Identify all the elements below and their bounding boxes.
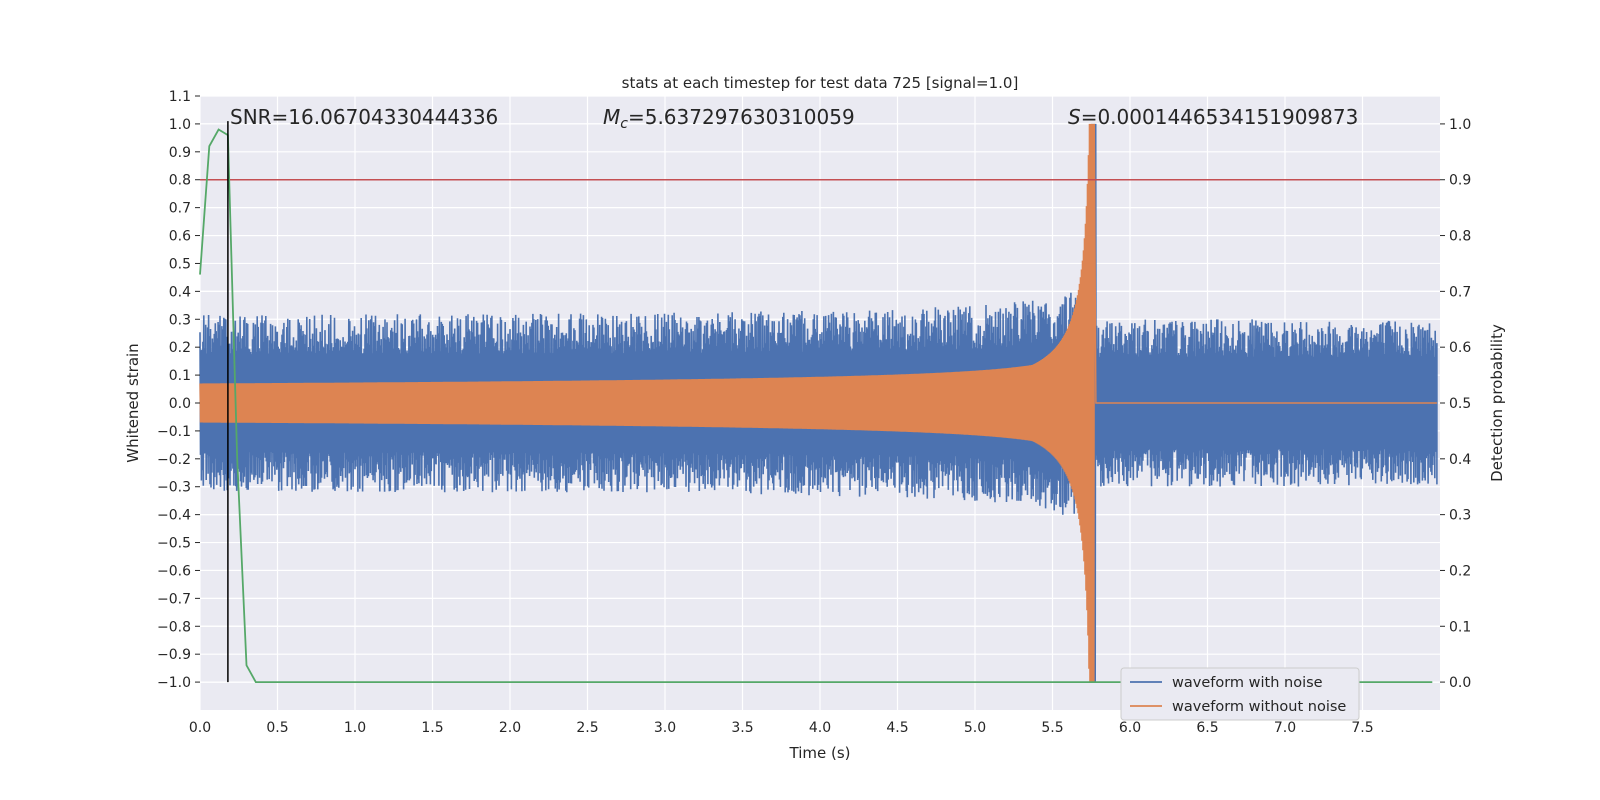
x-tick-label: 5.5	[1041, 720, 1063, 736]
y-tick-label: −0.6	[157, 563, 191, 579]
ticks-group: 0.0 0.5 1.0 1.5 2.0 2.5 3.0 3.5 4.0 4.5 5.0 5.5 6.0 6…	[157, 89, 1471, 736]
chirp-mass-value: =5.637297630310059	[628, 105, 855, 129]
series-group	[199, 121, 1440, 683]
y2-tick-label: 0.5	[1449, 396, 1471, 412]
series-waveform-without-noise	[199, 123, 1437, 683]
x-tick-label: 1.5	[421, 720, 443, 736]
s-annotation: S=0.0001446534151909873	[1068, 105, 1358, 129]
y-tick-label: 0.3	[169, 312, 191, 328]
s-value: =0.0001446534151909873	[1081, 105, 1359, 129]
y2-tick-label: 0.9	[1449, 173, 1471, 189]
y-tick-label: 0.0	[169, 396, 191, 412]
x-tick-label: 2.5	[576, 720, 598, 736]
y2-axis-label: Detection probability	[1488, 324, 1506, 482]
y2-tick-label: 0.2	[1449, 563, 1471, 579]
chirp-mass-annotation: Mc=5.637297630310059	[603, 105, 855, 132]
x-tick-label: 0.0	[189, 720, 211, 736]
x-tick-label: 2.0	[499, 720, 521, 736]
y2-tick-label: 0.6	[1449, 340, 1471, 356]
y-tick-label: −0.1	[157, 424, 191, 440]
y2-tick-label: 0.7	[1449, 284, 1471, 300]
series-waveform-with-noise	[199, 123, 1438, 683]
legend-box	[1120, 667, 1360, 721]
y-tick-label: −0.2	[157, 452, 191, 468]
y-tick-label: −1.0	[157, 675, 191, 691]
y-tick-label: 0.6	[169, 229, 191, 245]
y-tick-label: 1.0	[169, 117, 191, 133]
x-tick-label: 1.0	[344, 720, 366, 736]
y-tick-label: −0.4	[157, 508, 191, 524]
x-tick-label: 6.5	[1196, 720, 1218, 736]
series-detection-probability	[199, 128, 1433, 683]
y2-tick-label: 0.1	[1449, 619, 1471, 635]
x-tick-label: 0.5	[266, 720, 288, 736]
y-tick-label: 0.2	[169, 340, 191, 356]
y-tick-label: 0.9	[169, 145, 191, 161]
x-tick-label: 4.5	[886, 720, 908, 736]
x-tick-label: 6.0	[1119, 720, 1141, 736]
y-tick-label: 1.1	[169, 89, 191, 105]
y-tick-label: −0.9	[157, 647, 191, 663]
y-tick-label: −0.8	[157, 619, 191, 635]
chirp-mass-symbol: M	[603, 105, 620, 129]
chirp-mass-subscript: c	[620, 116, 628, 132]
y-axis-label: Whitened strain	[124, 343, 142, 462]
y2-tick-label: 0.0	[1449, 675, 1471, 691]
y2-tick-label: 0.3	[1449, 508, 1471, 524]
x-axis-label: Time (s)	[789, 744, 851, 762]
chart-title: stats at each timestep for test data 725…	[622, 74, 1019, 92]
x-tick-label: 7.5	[1351, 720, 1373, 736]
legend: waveform with noise waveform without noi…	[1120, 667, 1360, 721]
y2-tick-label: 0.4	[1449, 452, 1471, 468]
y2-tick-label: 0.8	[1449, 229, 1471, 245]
y2-tick-label: 1.0	[1449, 117, 1471, 133]
legend-label-with-noise: waveform with noise	[1172, 675, 1323, 691]
y-tick-label: −0.7	[157, 591, 191, 607]
y-tick-label: 0.7	[169, 201, 191, 217]
x-tick-label: 4.0	[809, 720, 831, 736]
y-tick-label: 0.1	[169, 368, 191, 384]
x-tick-label: 3.5	[731, 720, 753, 736]
y-tick-label: 0.4	[169, 284, 191, 300]
y-tick-label: −0.5	[157, 536, 191, 552]
y-tick-label: −0.3	[157, 480, 191, 496]
x-tick-label: 7.0	[1274, 720, 1296, 736]
snr-annotation: SNR=16.06704330444336	[230, 105, 498, 129]
y-tick-label: 0.5	[169, 256, 191, 272]
legend-label-without-noise: waveform without noise	[1172, 699, 1346, 715]
x-tick-label: 3.0	[654, 720, 676, 736]
s-symbol: S	[1068, 105, 1081, 129]
y-tick-label: 0.8	[169, 173, 191, 189]
x-tick-label: 5.0	[964, 720, 986, 736]
